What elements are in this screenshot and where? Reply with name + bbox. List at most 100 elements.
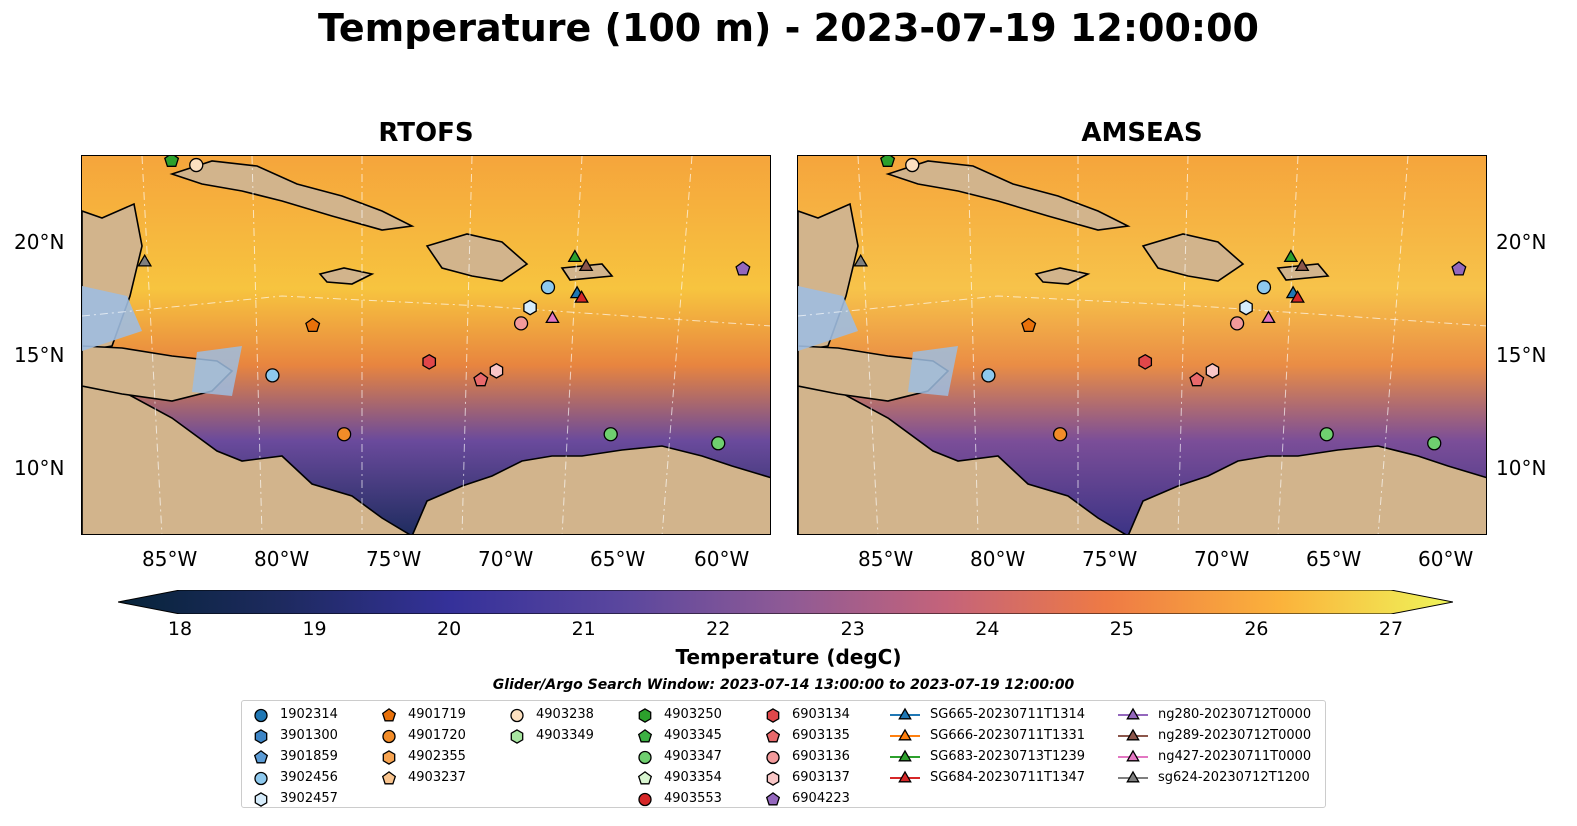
legend-label: 6903135	[792, 728, 850, 743]
marker-3902456	[981, 368, 996, 383]
legend-label: 4903349	[536, 728, 594, 743]
legend-label: 6904223	[792, 791, 850, 806]
marker-6903136	[513, 316, 529, 331]
south-america-land	[1127, 445, 1486, 534]
legend-marker-icon	[638, 750, 652, 764]
colorbar-tick-label: 19	[302, 618, 327, 640]
legend-marker-icon	[638, 792, 652, 806]
legend-label: ng280-20230712T0000	[1158, 707, 1312, 722]
marker-4901719	[305, 317, 321, 333]
colorbar-tick-label: 18	[167, 618, 193, 640]
legend-label: SG665-20230711T1314	[930, 707, 1086, 722]
lon-label-rtofs-85w: 85°W	[142, 547, 198, 571]
lon-label-amseas-75w: 75°W	[1082, 547, 1138, 571]
figure-title: Temperature (100 m) - 2023-07-19 12:00:0…	[317, 6, 1259, 50]
legend-item: 4901720	[380, 725, 466, 746]
colorbar-tick-label: 23	[840, 618, 865, 640]
legend-item: 4903345	[636, 725, 722, 746]
colorbar-tick-label: 26	[1244, 618, 1269, 640]
legend-label: 4903354	[664, 770, 722, 785]
legend-label: 3902456	[280, 770, 338, 785]
legend-marker-icon	[765, 728, 781, 742]
panel-title-amseas: AMSEAS	[1081, 118, 1203, 148]
campeche-shelf	[82, 286, 142, 351]
legend-marker-icon	[382, 749, 396, 765]
marker-3902457	[1239, 299, 1253, 316]
legend-marker-icon	[1126, 707, 1140, 719]
lon-label-rtofs-80w: 80°W	[254, 547, 310, 571]
marker-ng427-20230711T0000	[545, 310, 560, 324]
colorbar-tick-label: 20	[437, 618, 462, 640]
legend-label: 3901300	[280, 728, 338, 743]
legend-item: 6903137	[764, 767, 850, 788]
legend-marker-icon	[637, 770, 653, 784]
legend-marker-icon	[253, 749, 269, 763]
marker-4903347b	[1427, 436, 1442, 451]
legend-item: SG665-20230711T1314	[890, 704, 1085, 725]
legend-marker-icon	[766, 750, 780, 764]
legend-label: SG684-20230711T1347	[930, 770, 1086, 785]
hispaniola-land	[1141, 233, 1245, 282]
central-america-land	[82, 385, 411, 534]
legend-item: 3901859	[252, 746, 338, 767]
south-america-land	[411, 445, 770, 534]
jamaica-land	[1034, 267, 1091, 285]
campeche-shelf	[798, 286, 858, 351]
lon-label-rtofs-75w: 75°W	[366, 547, 422, 571]
colorbar-tick-label: 21	[571, 618, 596, 640]
lat-label-left-15n: 15°N	[14, 343, 65, 367]
legend: 1902314 3901300 3901859 3902456 3902457 49017…	[241, 700, 1326, 808]
lon-label-amseas-85w: 85°W	[858, 547, 914, 571]
lon-label-rtofs-65w: 65°W	[590, 547, 646, 571]
legend-label: sg624-20230712T1200	[1158, 770, 1310, 785]
legend-item: 6903134	[764, 704, 850, 725]
map-panel-amseas[interactable]	[797, 155, 1487, 535]
legend-marker-icon	[382, 729, 396, 743]
jamaica-land	[318, 267, 375, 285]
colorbar-tick-label: 24	[975, 618, 1000, 640]
map-panel-rtofs[interactable]	[81, 155, 771, 535]
legend-item: SG666-20230711T1331	[890, 725, 1085, 746]
cuba-land	[169, 160, 415, 231]
legend-item: 4903553	[636, 788, 722, 809]
marker-6903136	[1229, 316, 1245, 331]
legend-marker-icon	[1126, 770, 1140, 782]
legend-marker-icon	[510, 708, 524, 722]
legend-item: 4903237	[380, 767, 466, 788]
lon-label-rtofs-70w: 70°W	[478, 547, 534, 571]
colorbar-tick-label: 25	[1109, 618, 1134, 640]
marker-SG683-20230713T1239	[1283, 249, 1299, 263]
marker-4901720	[1052, 427, 1068, 442]
legend-marker-icon	[381, 707, 397, 721]
legend-marker-icon	[1126, 749, 1140, 761]
legend-label: SG683-20230713T1239	[930, 749, 1086, 764]
legend-item: sg624-20230712T1200	[1118, 767, 1310, 788]
marker-6903137	[489, 362, 504, 379]
colorbar-tick-label: 22	[706, 618, 731, 640]
cuba-land	[885, 160, 1131, 231]
legend-label: 4903237	[408, 770, 466, 785]
central-america-land	[798, 385, 1127, 534]
marker-4903347b	[711, 436, 726, 451]
legend-marker-icon	[637, 728, 653, 742]
marker-3902456b	[1256, 280, 1272, 295]
marker-6903134	[1138, 353, 1153, 370]
marker-ng427-20230711T0000	[1261, 310, 1276, 324]
legend-item: 4903250	[636, 704, 722, 725]
legend-marker-icon	[1126, 728, 1140, 740]
legend-label: 6903136	[792, 749, 850, 764]
marker-sg624-20230712T1200	[853, 253, 869, 267]
lat-label-left-10n: 10°N	[14, 456, 65, 480]
marker-SG683-20230713T1239	[567, 249, 583, 263]
lon-label-rtofs-60w: 60°W	[694, 547, 750, 571]
legend-item: ng289-20230712T0000	[1118, 725, 1311, 746]
legend-item: 4903238	[508, 704, 594, 725]
marker-6904223	[1451, 261, 1467, 276]
legend-label: 1902314	[280, 707, 338, 722]
legend-marker-icon	[381, 770, 397, 784]
legend-marker-icon	[254, 728, 268, 744]
marker-ng289-20230712T0000	[1294, 258, 1310, 272]
colorbar-label: Temperature (degC)	[675, 645, 902, 669]
marker-4903238	[905, 157, 920, 173]
lon-label-amseas-60w: 60°W	[1418, 547, 1474, 571]
